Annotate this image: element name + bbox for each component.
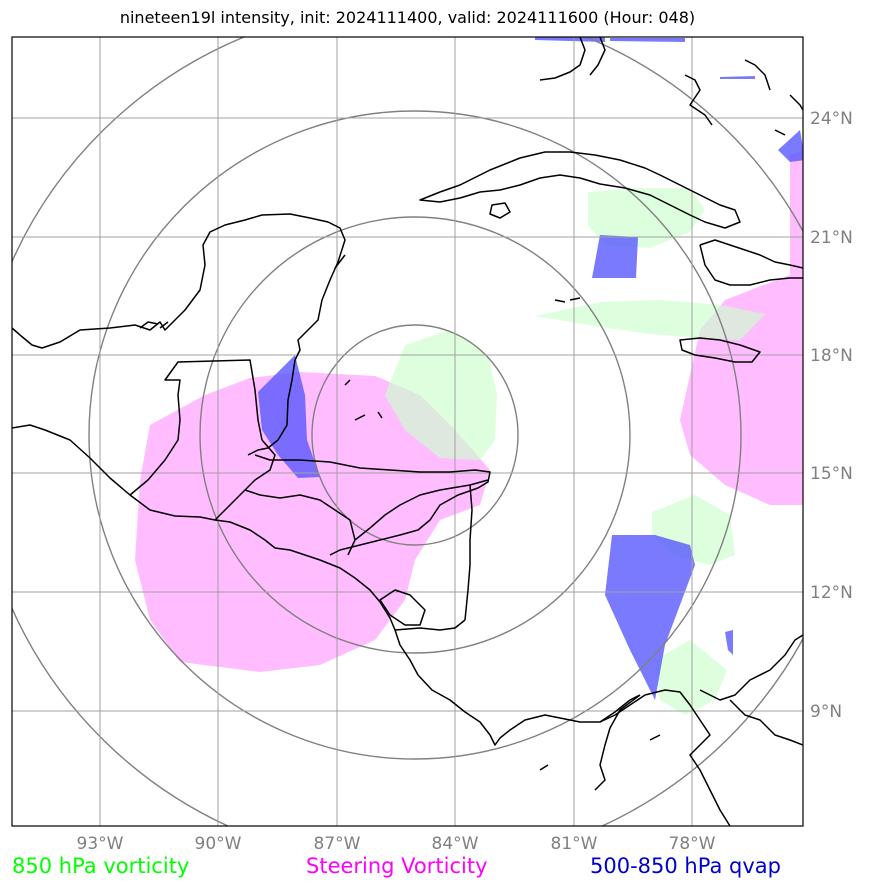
lat-label: 21°N bbox=[810, 228, 853, 248]
legend-steering-vorticity: Steering Vorticity bbox=[306, 854, 488, 878]
graticule bbox=[12, 37, 803, 826]
lon-label: 93°W bbox=[77, 834, 124, 854]
plot-frame bbox=[11, 36, 804, 827]
lon-label: 78°W bbox=[669, 834, 716, 854]
range-rings bbox=[12, 37, 803, 826]
legend-850-vorticity: 850 hPa vorticity bbox=[12, 854, 190, 878]
longitude-labels: 93°W 90°W 87°W 84°W 81°W 78°W bbox=[77, 834, 716, 854]
lon-label: 87°W bbox=[314, 834, 361, 854]
latitude-labels: 24°N 21°N 18°N 15°N 12°N 9°N bbox=[810, 109, 853, 722]
lat-label: 18°N bbox=[810, 346, 853, 366]
coastlines bbox=[12, 37, 803, 826]
lon-label: 90°W bbox=[195, 834, 242, 854]
lat-label: 12°N bbox=[810, 583, 853, 603]
map-title: nineteen19l intensity, init: 2024111400,… bbox=[119, 8, 696, 27]
qvap-500-850-field bbox=[258, 37, 803, 700]
lon-label: 84°W bbox=[432, 834, 479, 854]
lon-label: 81°W bbox=[551, 834, 598, 854]
lat-label: 15°N bbox=[810, 464, 853, 484]
legend-qvap: 500-850 hPa qvap bbox=[590, 854, 781, 878]
lat-label: 9°N bbox=[810, 702, 842, 722]
lat-label: 24°N bbox=[810, 109, 853, 129]
